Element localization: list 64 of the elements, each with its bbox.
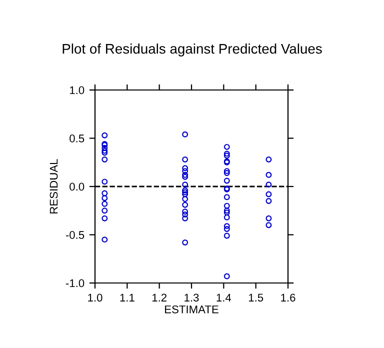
point [182,239,188,246]
point [182,131,188,138]
point [182,165,188,172]
point [224,178,230,184]
point [182,215,188,222]
point [224,152,230,159]
point [182,212,188,218]
point [224,214,230,220]
point [266,215,272,222]
point [224,144,230,150]
point [224,150,230,157]
point [182,189,188,196]
point [102,208,108,214]
point [266,156,272,162]
point [266,182,272,188]
y-tick-label: 1.0 [70,86,84,94]
point [102,236,108,243]
y-axis-title: RESIDUAL [50,159,58,214]
point [102,215,108,222]
point [266,222,272,228]
point [182,168,188,174]
point [266,172,272,178]
point [224,273,230,280]
point [182,202,188,208]
x-tick-label: 1.2 [152,294,166,302]
point [182,196,188,202]
point [224,223,230,230]
point [182,191,188,198]
point [266,191,272,198]
x-tick-label: 1.3 [184,294,199,302]
point [102,200,108,207]
x-tick-label: 1.5 [248,294,264,302]
point [102,132,108,138]
point [102,150,108,156]
point [182,187,188,194]
point [102,156,108,162]
point [182,156,188,162]
y-tick-label: -0.5 [66,231,84,239]
point [102,148,108,154]
y-tick-label: 0.5 [70,134,84,142]
point [182,182,188,188]
x-axis-title: ESTIMATE [165,305,218,314]
point [182,172,188,178]
point [224,232,230,239]
point [224,208,230,214]
point [102,144,108,151]
y-tick-label: 0.0 [70,182,84,191]
x-tick-label: 1.6 [281,294,296,302]
point [182,208,188,215]
point [102,195,108,202]
x-tick-label: 1.0 [88,294,102,302]
y-tick-label: -1.0 [66,279,84,288]
point [224,170,230,176]
point [102,178,108,185]
point [224,202,230,209]
point [266,198,272,204]
point [224,194,230,200]
point [224,168,230,174]
point [224,226,230,232]
point [182,174,188,180]
point [102,190,108,196]
chart-title: Plot of Residuals against Predicted Values [62,44,322,56]
x-tick-label: 1.4 [216,294,232,302]
x-tick-label: 1.1 [120,294,134,302]
